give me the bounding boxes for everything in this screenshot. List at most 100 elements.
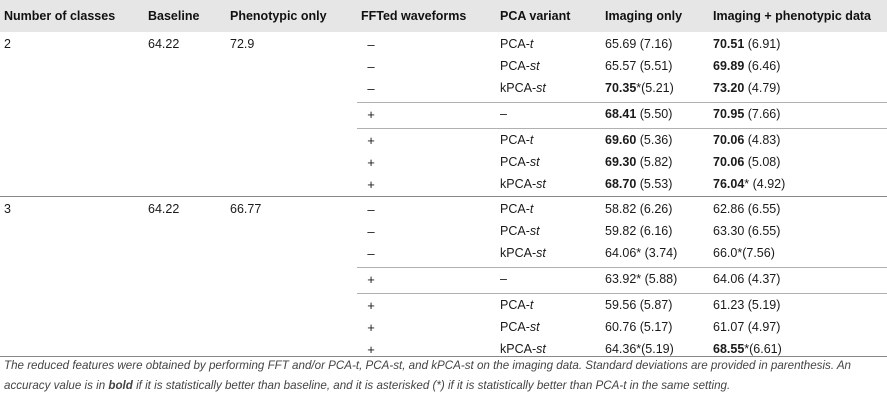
imaging-phenotypic-value: 62.86 (6.55) [713, 202, 780, 216]
imaging-only-value: 65.57 (5.51) [605, 59, 672, 73]
pca-variant: – [500, 272, 507, 286]
header-pca-variant: PCA variant [500, 9, 571, 23]
imaging-phenotypic-sd: (4.97) [744, 320, 781, 334]
pca-variant-suffix: st [536, 177, 546, 191]
pca-variant: – [500, 107, 507, 121]
pca-variant: PCA-st [500, 59, 540, 73]
imaging-phenotypic-sd: (4.83) [744, 133, 781, 147]
imaging-only-value: 70.35*(5.21) [605, 81, 674, 95]
imaging-only-value: 65.69 (7.16) [605, 37, 672, 51]
fft-flag: + [367, 342, 375, 357]
imaging-only-sd: * (3.74) [636, 246, 678, 260]
pca-variant: PCA-st [500, 224, 540, 238]
imaging-phenotypic-value: 73.20 (4.79) [713, 81, 780, 95]
pca-variant: PCA-st [500, 155, 540, 169]
imaging-only-sd: (5.51) [636, 59, 673, 73]
imaging-only-value: 64.36*(5.19) [605, 342, 674, 356]
imaging-phenotypic-sd: (6.46) [744, 59, 781, 73]
imaging-only-value: 60.76 (5.17) [605, 320, 672, 334]
imaging-only-accuracy: 59.82 [605, 224, 637, 238]
imaging-phenotypic-accuracy: 68.55 [713, 342, 745, 356]
pca-variant-base: PCA- [500, 133, 530, 147]
imaging-phenotypic-accuracy: 63.30 [713, 224, 745, 238]
imaging-only-value: 64.06* (3.74) [605, 246, 677, 260]
imaging-phenotypic-accuracy: 73.20 [713, 81, 745, 95]
imaging-only-value: 69.30 (5.82) [605, 155, 672, 169]
group-classes: 2 [4, 37, 11, 51]
imaging-phenotypic-value: 76.04* (4.92) [713, 177, 785, 191]
table-footnote: The reduced features were obtained by pe… [4, 356, 884, 396]
pca-variant-base: PCA- [500, 224, 530, 238]
pca-variant-base: PCA- [500, 298, 530, 312]
group-baseline: 64.22 [148, 37, 180, 51]
imaging-phenotypic-value: 63.30 (6.55) [713, 224, 780, 238]
fft-flag: + [367, 133, 375, 148]
subgroup-divider [357, 293, 887, 294]
fft-flag: – [367, 59, 375, 74]
imaging-only-sd: (6.16) [636, 224, 673, 238]
pca-variant-suffix: t [529, 133, 534, 147]
subgroup-divider [357, 267, 887, 268]
fft-flag: – [367, 37, 375, 52]
pca-variant: PCA-st [500, 320, 540, 334]
imaging-phenotypic-sd: *(6.61) [744, 342, 782, 356]
imaging-phenotypic-accuracy: 76.04 [713, 177, 745, 191]
imaging-phenotypic-sd: (4.37) [744, 272, 781, 286]
imaging-only-sd: (7.16) [636, 37, 673, 51]
pca-variant-suffix: st [536, 81, 546, 95]
imaging-phenotypic-value: 70.51 (6.91) [713, 37, 780, 51]
fft-flag: + [367, 177, 375, 192]
imaging-phenotypic-accuracy: 64.06 [713, 272, 745, 286]
imaging-phenotypic-sd: (5.08) [744, 155, 781, 169]
imaging-only-value: 68.41 (5.50) [605, 107, 672, 121]
imaging-only-accuracy: 58.82 [605, 202, 637, 216]
pca-variant-suffix: st [536, 342, 546, 356]
header-ffted-waveforms: FFTed waveforms [361, 9, 467, 23]
pca-variant: kPCA-st [500, 342, 546, 356]
imaging-only-sd: (5.17) [636, 320, 673, 334]
pca-variant-base: PCA- [500, 155, 530, 169]
imaging-phenotypic-accuracy: 70.51 [713, 37, 745, 51]
imaging-only-accuracy: 64.06 [605, 246, 637, 260]
pca-variant-suffix: t [529, 37, 534, 51]
imaging-phenotypic-accuracy: 61.23 [713, 298, 745, 312]
pca-variant-suffix: st [529, 224, 540, 238]
imaging-only-accuracy: 63.92 [605, 272, 637, 286]
pca-variant-base: kPCA- [500, 342, 537, 356]
table-bottom-rule [0, 356, 887, 357]
imaging-phenotypic-value: 70.06 (5.08) [713, 155, 780, 169]
imaging-phenotypic-value: 70.06 (4.83) [713, 133, 780, 147]
imaging-only-sd: (5.82) [636, 155, 673, 169]
imaging-phenotypic-accuracy: 61.07 [713, 320, 745, 334]
imaging-only-accuracy: 69.30 [605, 155, 637, 169]
imaging-phenotypic-sd: (7.66) [744, 107, 781, 121]
pca-variant-suffix: st [529, 155, 540, 169]
imaging-only-accuracy: 69.60 [605, 133, 637, 147]
fft-flag: – [367, 246, 375, 261]
imaging-only-sd: (5.36) [636, 133, 673, 147]
imaging-phenotypic-sd: (6.55) [744, 202, 781, 216]
imaging-phenotypic-value: 69.89 (6.46) [713, 59, 780, 73]
imaging-only-sd: *(5.19) [636, 342, 674, 356]
fft-flag: + [367, 272, 375, 287]
pca-variant-suffix: st [529, 320, 540, 334]
imaging-only-sd: (5.53) [636, 177, 673, 191]
pca-variant: PCA-t [500, 202, 533, 216]
pca-variant-base: PCA- [500, 202, 530, 216]
pca-variant-base: PCA- [500, 59, 530, 73]
header-imaging-phenotypic: Imaging + phenotypic data [713, 9, 872, 23]
pca-variant-base: kPCA- [500, 246, 537, 260]
imaging-only-value: 59.56 (5.87) [605, 298, 672, 312]
imaging-only-accuracy: 68.41 [605, 107, 637, 121]
footnote-text: The reduced features were obtained by pe… [4, 359, 852, 392]
imaging-only-value: 63.92* (5.88) [605, 272, 677, 286]
imaging-phenotypic-sd: (5.19) [744, 298, 781, 312]
pca-variant-base: PCA- [500, 37, 530, 51]
group-baseline: 64.22 [148, 202, 180, 216]
fft-flag: + [367, 155, 375, 170]
imaging-phenotypic-value: 68.55*(6.61) [713, 342, 782, 356]
imaging-only-accuracy: 64.36 [605, 342, 637, 356]
table-header: Number of classes Baseline Phenotypic on… [0, 0, 887, 32]
imaging-only-accuracy: 59.56 [605, 298, 637, 312]
